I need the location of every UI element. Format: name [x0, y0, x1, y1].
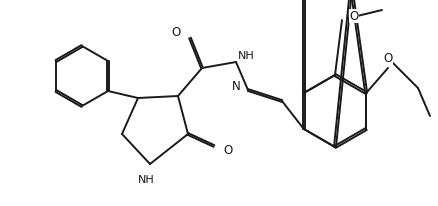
- Text: O: O: [171, 26, 180, 39]
- Text: O: O: [350, 11, 359, 23]
- Text: NH: NH: [138, 174, 154, 184]
- Text: N: N: [232, 80, 240, 93]
- Text: O: O: [383, 52, 392, 65]
- Text: O: O: [223, 144, 233, 157]
- Text: NH: NH: [238, 51, 254, 61]
